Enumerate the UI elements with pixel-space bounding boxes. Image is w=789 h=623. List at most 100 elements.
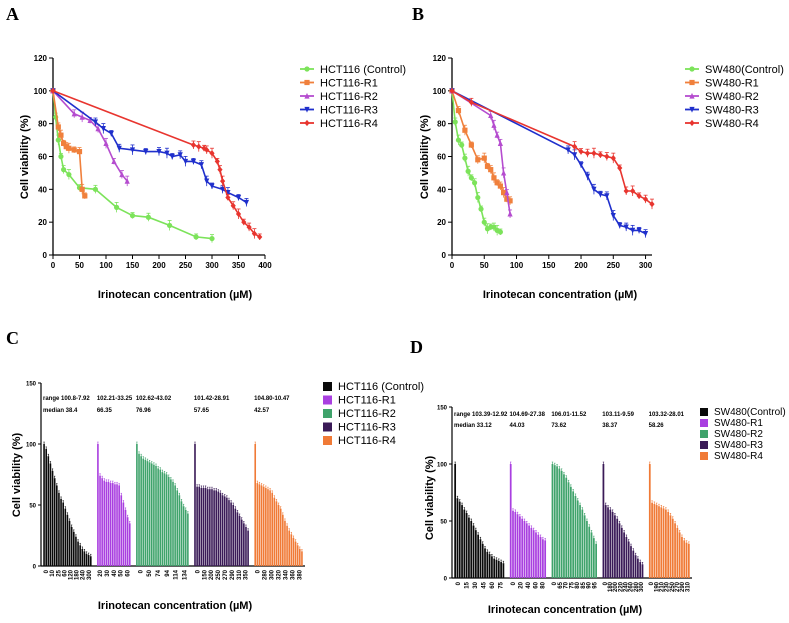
data-point (235, 210, 242, 218)
data-point (488, 112, 494, 119)
bar (49, 463, 52, 566)
group-range-label: 103.11-9.59 (602, 412, 634, 418)
bar (209, 489, 211, 566)
bar (653, 503, 656, 578)
bar (55, 485, 58, 566)
bar (477, 534, 480, 578)
bar (254, 444, 257, 566)
x-tick-label: 180 (75, 569, 81, 580)
x-tick-label: 75 (569, 581, 575, 588)
bar (215, 490, 218, 566)
x-tick-label: 230 (665, 581, 671, 592)
data-point (584, 150, 591, 157)
bar (221, 495, 224, 566)
group-median-label: 44.03 (510, 423, 526, 429)
panel-a-xlabel: Irinotecan concentration (µM) (98, 289, 253, 301)
bar (671, 518, 674, 578)
bar (560, 470, 563, 578)
group-median-label: median 33.12 (454, 423, 492, 429)
data-point (220, 186, 226, 193)
y-tick-label: 0 (43, 251, 48, 260)
x-tick-label: 85 (581, 581, 587, 588)
data-point (465, 168, 471, 174)
bar (623, 532, 625, 578)
x-tick-label: 200 (574, 261, 588, 270)
data-point (491, 122, 497, 128)
bar (532, 530, 535, 578)
data-point (50, 87, 56, 94)
bar (678, 532, 681, 578)
x-tick-label: 40 (526, 581, 532, 588)
data-point (642, 231, 649, 237)
x-tick-label: 150 (542, 261, 556, 270)
data-point (241, 219, 247, 226)
x-tick-label: 380 (298, 569, 304, 580)
y-tick-label: 150 (26, 382, 37, 388)
bar (279, 508, 282, 566)
data-point (204, 146, 210, 154)
x-tick-label: 250 (670, 581, 676, 592)
bar (226, 497, 228, 566)
bar (99, 475, 101, 566)
bar (458, 501, 461, 578)
group-range-label: 103.32-28.01 (649, 412, 685, 418)
data-point (468, 99, 474, 106)
y-tick-label: 60 (437, 153, 446, 162)
bar (234, 508, 237, 566)
bar (163, 473, 166, 566)
bar (296, 545, 299, 566)
bar (157, 468, 159, 566)
y-tick-label: 120 (433, 54, 447, 63)
legend-marker (304, 66, 310, 72)
data-point (251, 230, 257, 237)
legend-marker (689, 92, 695, 99)
bar (525, 523, 528, 578)
legend-marker (689, 119, 695, 127)
x-tick-label: 94 (165, 569, 171, 576)
legend-marker (304, 106, 310, 113)
bar (79, 545, 81, 566)
y-tick-label: 80 (437, 120, 446, 129)
x-tick-label: 400 (258, 261, 272, 270)
bar (153, 464, 155, 566)
legend-label: SW480(Control) (705, 64, 784, 76)
bar (648, 464, 651, 578)
bar (144, 459, 147, 566)
bar (662, 508, 665, 578)
bar (669, 515, 672, 578)
y-tick-label: 40 (38, 185, 47, 194)
bar (165, 474, 168, 566)
bar (639, 562, 642, 578)
panel-b-axes: 0 20 40 60 80 100 120 0 50 100 150 200 250 300 (433, 54, 653, 270)
bar (541, 539, 544, 578)
y-tick-label: 50 (29, 504, 36, 510)
x-tick-label: 70 (564, 581, 570, 588)
x-tick-label: 150 (202, 569, 208, 580)
data-point (143, 148, 149, 155)
data-point (497, 229, 503, 235)
bar (581, 509, 584, 578)
x-tick-label: 250 (607, 261, 621, 270)
bar (500, 562, 502, 578)
data-point (111, 158, 117, 165)
bar (101, 478, 103, 566)
bar (202, 487, 205, 566)
legend-marker (304, 92, 310, 99)
data-point (565, 147, 571, 154)
x-tick-label: 210 (660, 581, 666, 592)
bar (83, 551, 86, 566)
bar (116, 484, 118, 566)
x-tick-label: 0 (511, 581, 517, 585)
bar (256, 483, 259, 566)
bar (288, 530, 291, 566)
bar (687, 543, 690, 578)
bar (240, 519, 243, 566)
bar (454, 464, 457, 578)
panel-letter-c: C (6, 328, 19, 348)
bar (174, 485, 176, 566)
data-point (204, 178, 210, 185)
x-tick-label: 280 (263, 569, 269, 580)
bar (267, 489, 269, 566)
group-median-label: 58.26 (649, 423, 665, 429)
x-tick-label: 95 (592, 581, 598, 588)
